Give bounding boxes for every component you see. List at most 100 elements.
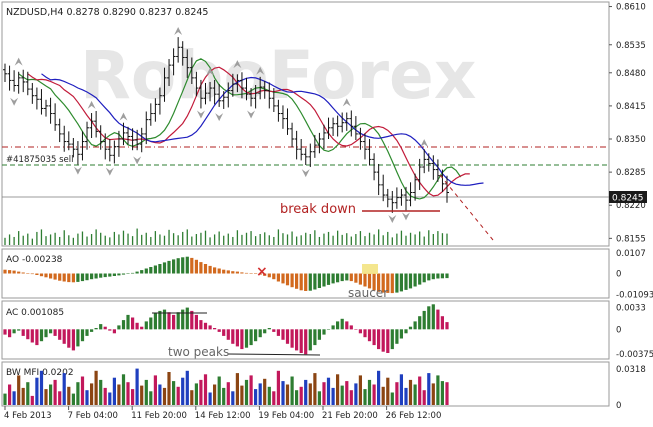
ao-bar: [427, 273, 431, 281]
ao-bar: [149, 267, 153, 274]
price-bar: [121, 122, 126, 146]
ac-bar: [304, 329, 308, 355]
indicator-axis-tick: 0: [616, 401, 621, 411]
ac-bar: [135, 322, 139, 330]
ao-bar: [58, 273, 62, 281]
ao-bar: [144, 268, 148, 274]
price-bar: [198, 79, 203, 109]
ao-bar: [199, 262, 203, 274]
price-bar: [66, 131, 71, 151]
ao-bar: [208, 265, 212, 274]
ao-panel-frame: [1, 248, 610, 299]
ac-bar: [58, 329, 62, 340]
mfi-bar: [58, 391, 62, 405]
mfi-bar: [295, 390, 299, 405]
price-panel-title: NZDUSD,H4 0.8278 0.8290 0.8237 0.8245: [6, 7, 208, 18]
ao-bar: [313, 273, 317, 290]
price-bar: [249, 88, 254, 107]
price-bar: [189, 57, 194, 84]
ac-bar: [427, 306, 431, 330]
price-bar: [44, 99, 49, 117]
ac-bar: [372, 329, 376, 346]
ao-bar: [103, 273, 107, 278]
ac-bar: [185, 307, 189, 330]
fractal-up-marker: [206, 67, 215, 76]
mfi-bar: [199, 379, 203, 405]
ac-bar: [340, 318, 344, 330]
ao-bar: [390, 273, 394, 294]
ao-bar: [290, 273, 294, 288]
fractal-down-marker: [105, 167, 114, 176]
mfi-bar: [390, 392, 394, 405]
price-bar: [25, 71, 30, 96]
ac-bar: [313, 329, 317, 346]
ao-bar: [30, 273, 34, 275]
ac-bar: [167, 312, 171, 330]
ac-bar: [117, 325, 121, 330]
mfi-bar: [39, 370, 44, 405]
price-axis-tick: 0.8415: [616, 102, 646, 112]
price-bar: [221, 91, 226, 109]
ao-bar: [372, 273, 376, 291]
ac-bar: [249, 329, 253, 346]
mfi-bar: [126, 382, 130, 405]
ac-bar: [144, 321, 148, 330]
price-bar: [372, 153, 377, 181]
price-bar: [94, 110, 99, 138]
mfi-bar: [49, 384, 53, 405]
price-bar: [57, 118, 62, 143]
ac-bar: [121, 320, 126, 330]
price-bar: [376, 163, 381, 196]
ac-bar: [317, 329, 321, 340]
ac-bar: [390, 329, 394, 350]
ao-bar: [235, 271, 239, 274]
mfi-bar: [317, 391, 321, 405]
indicator-axis-tick: 0.0033: [616, 304, 646, 314]
indicator-axis-tick: 0: [616, 270, 621, 280]
price-bar: [435, 159, 440, 182]
ao-bar: [326, 273, 331, 285]
price-axis-tick: 0.8155: [616, 234, 646, 244]
mfi-bar: [135, 368, 139, 405]
time-axis-tick: 21 Feb 20:00: [322, 411, 378, 421]
mfi-bar: [386, 377, 390, 405]
indicator-axis-tick: -0.00375: [616, 350, 653, 360]
ac-bar: [377, 329, 381, 350]
ao-bar: [336, 273, 340, 283]
ao-bar: [99, 273, 103, 278]
ac-bar: [440, 316, 444, 330]
ao-bar: [126, 273, 130, 274]
price-bar: [135, 129, 140, 151]
ac-bar: [217, 329, 221, 332]
price-bar: [340, 112, 345, 133]
price-bar: [85, 121, 90, 150]
fractal-markers: [10, 27, 429, 223]
volume-bars: [4, 228, 448, 245]
ac-bar: [295, 329, 299, 351]
mfi-histogram: [3, 368, 449, 406]
price-bar: [408, 182, 413, 207]
ao-bar: [53, 273, 57, 280]
ao-bar: [263, 273, 267, 276]
price-bar: [48, 97, 53, 124]
ao-bar: [249, 273, 253, 274]
ac-bar: [99, 324, 103, 330]
ac-bar: [103, 326, 107, 330]
ao-bar: [3, 269, 7, 274]
price-bar: [335, 115, 340, 137]
ac-panel-frame: [1, 300, 610, 360]
time-axis-tick: 19 Feb 04:00: [258, 411, 314, 421]
price-bar: [262, 80, 267, 99]
price-bar: [403, 186, 408, 211]
ac-bar: [363, 329, 367, 338]
ao-bar: [254, 273, 258, 274]
price-bar: [299, 139, 304, 161]
price-bar: [385, 188, 390, 208]
price-axis-tick: 0.8535: [616, 41, 646, 51]
indicator-axis-tick: 0.0318: [616, 365, 646, 375]
ao-bar: [94, 273, 98, 279]
mfi-bar: [249, 375, 253, 405]
mfi-bar: [181, 377, 185, 405]
ao-bar: [44, 273, 48, 278]
price-bar: [362, 133, 367, 160]
